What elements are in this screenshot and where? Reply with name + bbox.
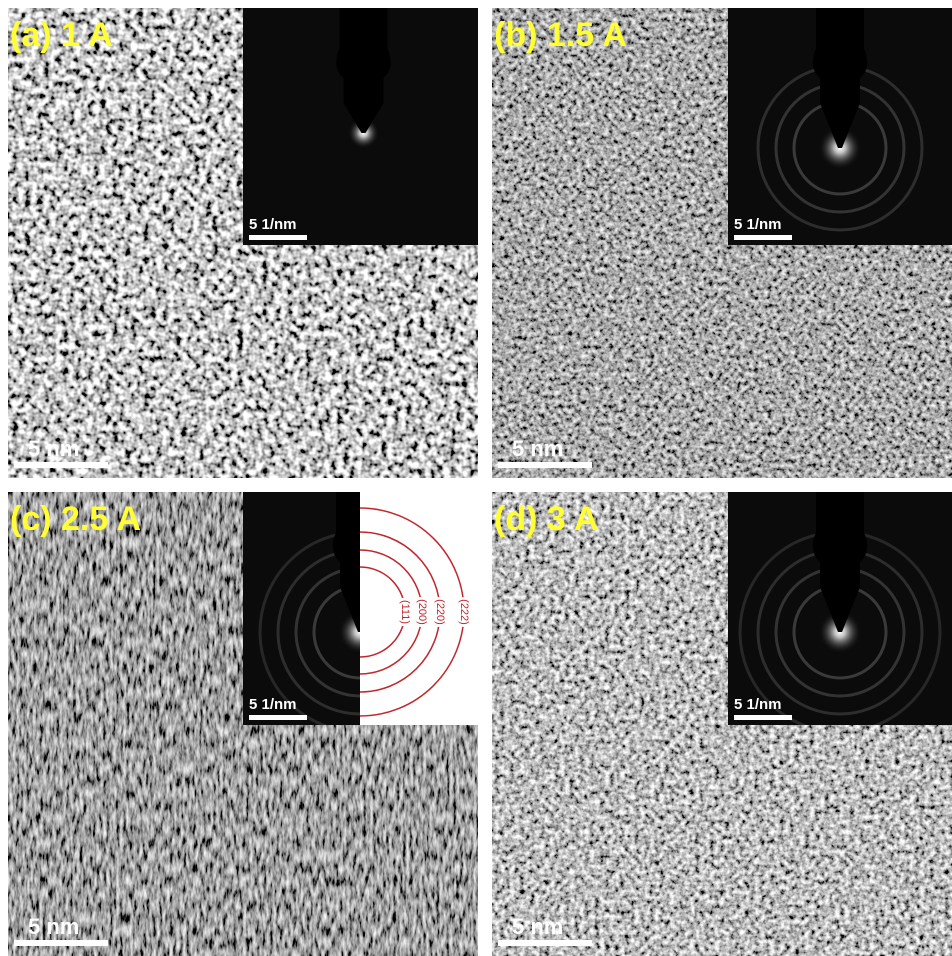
scale-bar [498,940,592,946]
scale-bar [14,462,108,468]
figure: 5 1/nm (a) 1 A 5 nm 5 1/nm (b) 1.5 A 5 nm 5 1/… [0,0,952,956]
inset-scale-bar [249,715,307,720]
ring-label: (111) [399,600,411,624]
ring-label: (220) [434,599,446,625]
scale-label: 5 nm [28,914,79,939]
scale-label: 5 nm [28,436,79,461]
scale-label: 5 nm [512,436,563,461]
scale-bar [14,940,108,946]
panel-label: (c) 2.5 A [10,500,141,538]
inset-scale-bar [734,235,792,240]
scale-bar [498,462,592,468]
inset-scale-label: 5 1/nm [734,216,782,233]
panel-label: (a) 1 A [10,16,113,54]
inset-scale-label: 5 1/nm [249,696,297,713]
inset-scale-label: 5 1/nm [734,696,782,713]
scale-label: 5 nm [512,914,563,939]
ring-label: (200) [416,599,428,625]
ring-label: (222) [458,599,470,625]
inset-scale-bar [249,235,307,240]
inset-scale-label: 5 1/nm [249,216,297,233]
inset-scale-bar [734,715,792,720]
panel-label: (d) 3 A [494,500,599,538]
panel-label: (b) 1.5 A [494,16,627,54]
